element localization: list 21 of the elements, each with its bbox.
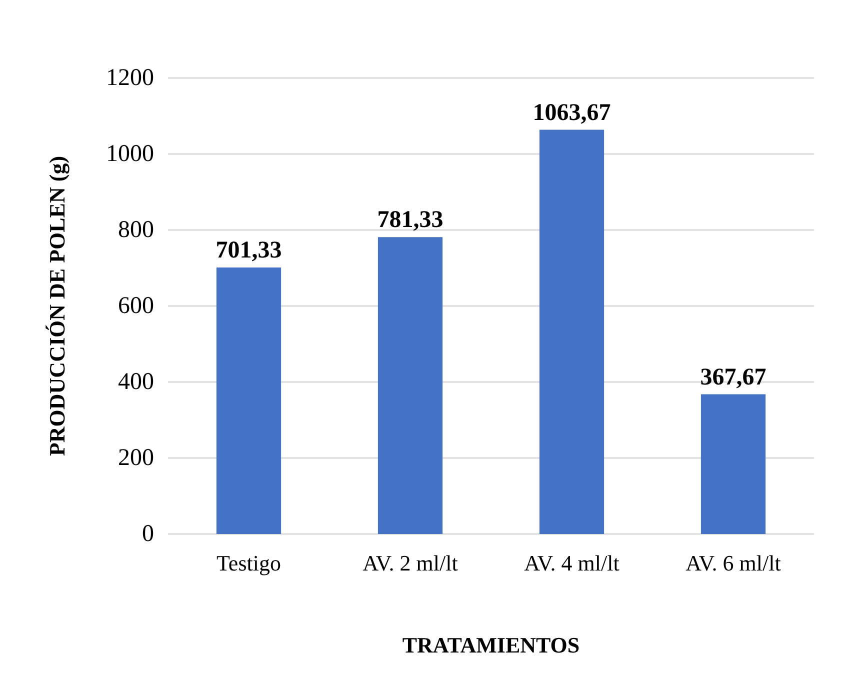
y-tick-label: 200: [118, 445, 154, 471]
data-label: 781,33: [377, 207, 444, 234]
data-label: 701,33: [216, 237, 282, 264]
y-tick-label: 600: [118, 293, 154, 319]
x-tick-label: AV. 4 ml/lt: [524, 550, 620, 576]
data-label: 367,67: [700, 364, 766, 390]
y-tick-label: 800: [118, 217, 154, 243]
bar: [539, 130, 604, 534]
y-tick-label: 1200: [106, 65, 154, 91]
x-tick-label: AV. 6 ml/lt: [686, 550, 781, 576]
data-label: 1063,67: [532, 100, 611, 126]
x-tick-label: Testigo: [216, 550, 281, 576]
bar: [378, 237, 443, 534]
x-axis-title: TRATAMIENTOS: [402, 632, 580, 658]
y-axis-title: PRODUCCIÓN DE POLEN (g): [44, 156, 70, 456]
bar: [700, 394, 766, 534]
bar: [216, 267, 282, 534]
x-tick-label: AV. 2 ml/lt: [362, 550, 458, 576]
y-tick-label: 1000: [106, 141, 154, 167]
y-tick-label: 400: [118, 369, 154, 395]
y-tick-label: 0: [142, 521, 154, 547]
